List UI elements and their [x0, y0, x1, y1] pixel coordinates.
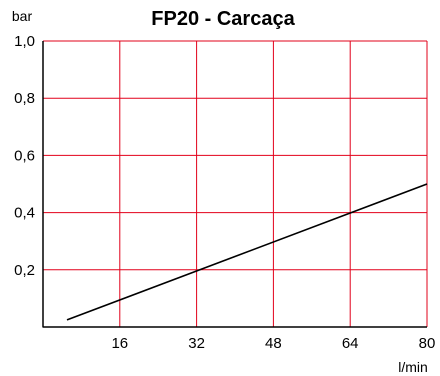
chart-title: FP20 - Carcaça — [151, 8, 295, 30]
x-tick-label: 32 — [188, 335, 205, 352]
grid-layer — [43, 40, 428, 327]
axis-layer — [42, 41, 427, 328]
y-axis-unit-label: bar — [12, 8, 33, 24]
y-tick-label: 0,6 — [14, 147, 35, 164]
y-tick-label: 0,4 — [14, 205, 35, 222]
x-tick-label: 64 — [342, 335, 359, 352]
tick-label-layer: 16 32 48 64 80 0,2 0,4 0,6 0,8 1,0 — [14, 33, 435, 352]
y-tick-label: 0,2 — [14, 262, 35, 279]
series-layer — [66, 183, 428, 321]
y-tick-label: 1,0 — [14, 33, 35, 50]
x-axis-unit-label: l/min — [398, 359, 428, 375]
series-line — [66, 183, 428, 321]
x-tick-label: 48 — [265, 335, 282, 352]
x-tick-label: 80 — [419, 335, 436, 352]
x-tick-label: 16 — [111, 335, 128, 352]
y-tick-label: 0,8 — [14, 90, 35, 107]
